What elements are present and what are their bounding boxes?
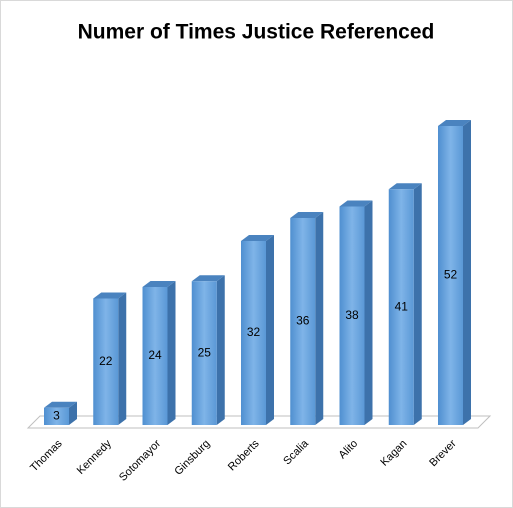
bar-top	[339, 200, 373, 207]
value-label: 36	[296, 314, 310, 328]
bar-side	[167, 281, 176, 425]
bar-front	[191, 281, 217, 425]
bar-top	[241, 235, 274, 241]
bar-side	[216, 275, 225, 425]
bar-top	[191, 275, 225, 282]
bar-side	[69, 401, 77, 425]
value-label: 3	[53, 409, 60, 423]
value-label: 38	[345, 308, 359, 322]
bar-front	[241, 241, 266, 425]
bar-front	[93, 298, 119, 425]
bar-front	[142, 287, 168, 425]
value-label: 32	[247, 325, 261, 339]
value-label: 24	[148, 348, 162, 362]
bar-front	[339, 206, 365, 425]
bar-side	[315, 212, 324, 425]
bar-top	[438, 120, 471, 126]
bar-front	[44, 407, 69, 425]
bar-top	[44, 401, 77, 408]
bar	[388, 183, 422, 425]
bar	[44, 401, 77, 425]
bar-side	[413, 183, 422, 425]
value-label: 22	[99, 354, 113, 368]
bar-front	[438, 126, 463, 425]
bar-side	[364, 200, 373, 425]
bar	[93, 292, 127, 425]
bar-top	[290, 212, 324, 218]
bar	[191, 275, 225, 425]
bar-side	[118, 292, 127, 425]
bar-side	[266, 235, 274, 425]
bar	[241, 235, 274, 425]
bar-top	[93, 292, 127, 299]
bar-side	[463, 120, 471, 425]
bar	[339, 200, 373, 425]
value-label: 52	[444, 268, 458, 282]
bar-front	[290, 218, 316, 425]
bar	[290, 212, 324, 425]
bar-top	[388, 183, 422, 190]
bar	[142, 281, 176, 425]
bar	[438, 120, 471, 425]
value-label: 25	[198, 345, 212, 359]
value-label: 41	[395, 299, 409, 313]
chart-title: Numer of Times Justice Referenced	[78, 21, 435, 44]
bar-front	[388, 189, 414, 425]
bar-top	[142, 281, 176, 287]
